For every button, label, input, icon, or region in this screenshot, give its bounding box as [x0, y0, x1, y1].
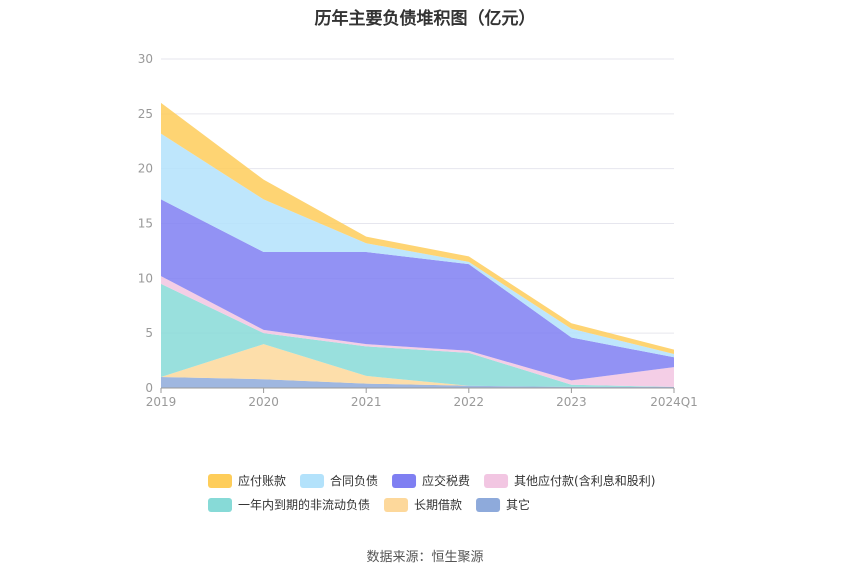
y-tick-label: 15 — [138, 217, 153, 231]
legend-swatch — [392, 474, 417, 488]
legend-swatch — [300, 474, 325, 488]
legend-label: 一年内到期的非流动负债 — [238, 497, 370, 512]
legend: 应付账款 合同负债 应交税费 其他应付款(含利息和股利) 一年内到期的非流动负债 长期借款… — [208, 473, 655, 512]
area-series-其它 — [161, 377, 674, 388]
chart-title: 历年主要负债堆积图（亿元） — [314, 9, 536, 29]
x-tick-label: 2023 — [556, 395, 587, 409]
area-series-其他应付款(含利息和股利) — [161, 276, 674, 387]
legend-label: 应交税费 — [422, 473, 470, 488]
legend-swatch — [484, 474, 509, 488]
y-tick-label: 25 — [138, 107, 153, 121]
area-series-一年内到期的非流动负债 — [161, 283, 674, 387]
y-tick-label: 0 — [145, 381, 153, 395]
y-tick-label: 5 — [145, 326, 153, 340]
y-tick-label: 10 — [138, 271, 153, 285]
legend-swatch — [208, 474, 232, 488]
axes: 0 5 10 15 20 25 30 2019 2020 2021 2022 2023 2024Q1 — [138, 52, 698, 409]
area-series-合同负债 — [161, 133, 674, 358]
legend-label: 其他应付款(含利息和股利) — [514, 473, 655, 488]
legend-label: 合同负债 — [330, 473, 378, 488]
y-tick-label: 20 — [138, 162, 153, 176]
area-series — [161, 102, 674, 388]
area-series-长期借款 — [161, 344, 674, 387]
legend-label: 长期借款 — [414, 498, 462, 512]
area-series-应交税费 — [161, 199, 674, 381]
x-tick-label: 2022 — [454, 395, 485, 409]
x-tick-label: 2024Q1 — [650, 395, 698, 409]
source-note: 数据来源：恒生聚源 — [366, 550, 484, 565]
x-tick-label: 2020 — [248, 395, 279, 409]
legend-swatch — [384, 498, 409, 512]
legend-swatch — [476, 498, 501, 512]
x-tick-label: 2021 — [351, 395, 382, 409]
legend-label: 其它 — [506, 497, 530, 512]
legend-label: 应付账款 — [238, 473, 286, 488]
legend-swatch — [208, 498, 232, 512]
y-tick-label: 30 — [138, 52, 153, 66]
x-tick-label: 2019 — [146, 395, 177, 409]
